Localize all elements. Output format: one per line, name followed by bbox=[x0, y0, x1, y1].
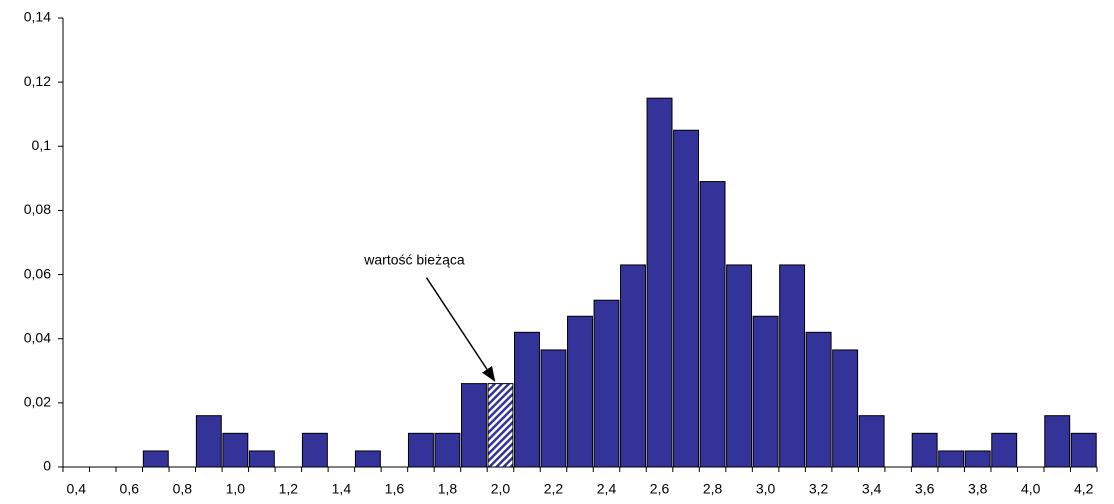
bar bbox=[487, 383, 514, 468]
bar bbox=[779, 264, 806, 468]
bar bbox=[540, 349, 567, 468]
bar bbox=[620, 264, 646, 468]
y-tick-label: 0,14 bbox=[24, 9, 51, 25]
bar bbox=[832, 349, 859, 468]
bar bbox=[1070, 432, 1097, 468]
y-tick-label: 0,08 bbox=[24, 201, 51, 217]
bar bbox=[354, 450, 381, 468]
x-tick-label: 2,0 bbox=[491, 481, 511, 497]
bar bbox=[699, 181, 726, 468]
bar bbox=[248, 450, 275, 468]
y-tick-label: 0 bbox=[43, 458, 51, 474]
bar bbox=[646, 97, 673, 468]
x-tick-label: 3,6 bbox=[915, 481, 935, 497]
x-tick-label: 2,2 bbox=[544, 481, 564, 497]
bar bbox=[673, 129, 700, 468]
x-tick-label: 0,4 bbox=[67, 481, 87, 497]
bar bbox=[938, 450, 965, 468]
x-tick-label: 1,2 bbox=[279, 481, 299, 497]
bar bbox=[514, 331, 540, 468]
annotation-arrow bbox=[425, 277, 496, 382]
x-tick-label: 3,8 bbox=[968, 481, 988, 497]
x-tick-label: 1,0 bbox=[226, 481, 246, 497]
x-tick-label: 4,0 bbox=[1021, 481, 1041, 497]
x-tick-label: 1,6 bbox=[385, 481, 405, 497]
x-tick-label: 1,4 bbox=[332, 481, 352, 497]
bar bbox=[407, 432, 434, 468]
bar bbox=[460, 383, 487, 468]
bar bbox=[195, 415, 222, 468]
x-tick-label: 1,8 bbox=[438, 481, 458, 497]
y-tick-label: 0,02 bbox=[24, 394, 51, 410]
y-tick-label: 0,1 bbox=[32, 137, 52, 153]
x-tick-label: 0,8 bbox=[173, 481, 193, 497]
bar bbox=[301, 432, 328, 468]
bar bbox=[1044, 415, 1071, 468]
y-tick-label: 0,12 bbox=[24, 73, 51, 89]
bar bbox=[991, 432, 1018, 468]
x-tick-label: 0,6 bbox=[120, 481, 140, 497]
bar bbox=[964, 450, 991, 468]
x-tick-label: 2,8 bbox=[703, 481, 723, 497]
bar bbox=[752, 315, 779, 468]
bar bbox=[593, 299, 620, 468]
x-tick-label: 3,2 bbox=[809, 481, 829, 497]
y-tick-label: 0,06 bbox=[24, 265, 51, 281]
bar bbox=[567, 315, 593, 468]
bar bbox=[911, 432, 938, 468]
annotation: wartość bieżąca bbox=[363, 251, 465, 267]
x-tick-label: 2,6 bbox=[650, 481, 670, 497]
bar bbox=[222, 432, 249, 468]
x-tick-label: 3,4 bbox=[862, 481, 882, 497]
x-tick-label: 2,4 bbox=[597, 481, 617, 497]
bar bbox=[858, 415, 885, 468]
bar bbox=[805, 331, 832, 468]
x-tick-label: 4,2 bbox=[1074, 481, 1094, 497]
bar bbox=[434, 432, 461, 468]
bar bbox=[142, 450, 169, 468]
bar bbox=[726, 264, 753, 468]
x-tick-label: 3,0 bbox=[756, 481, 776, 497]
y-tick-label: 0,04 bbox=[24, 329, 51, 345]
